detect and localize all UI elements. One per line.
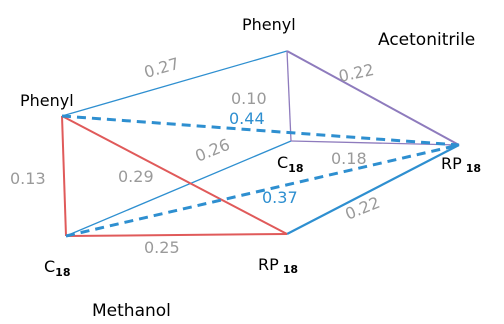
node-label-rp18-methanol-main: RP xyxy=(258,255,279,274)
edge-phenyl-acetonitrile-to-rp18-acetonitrile xyxy=(286,50,460,146)
edge-value-rp18-rp18: 0.22 xyxy=(342,193,382,224)
edge-value-c18-rp18-methanol: 0.25 xyxy=(144,238,180,257)
edge-phenyl-methanol-to-rp18-acetonitrile-dashed xyxy=(61,114,460,147)
edge-value-phenyl-methanol-rp18-acetonitrile: 0.44 xyxy=(229,109,265,128)
edge-c18-methanol-to-rp18-methanol xyxy=(65,233,288,237)
edge-value-phenyl-rp18-acetonitrile: 0.22 xyxy=(337,60,376,86)
node-label-c18-acetonitrile-main: C xyxy=(277,153,288,172)
node-label-phenyl-acetonitrile: Phenyl xyxy=(242,15,296,34)
edge-value-phenyl-c18-methanol: 0.13 xyxy=(10,169,46,188)
node-label-rp18-acetonitrile-sub: 18 xyxy=(466,162,481,175)
group-label-methanol: Methanol xyxy=(92,301,171,321)
node-label-rp18-acetonitrile: RP 18 xyxy=(441,154,481,175)
edge-c18-methanol-to-rp18-acetonitrile-dashed xyxy=(65,143,460,238)
node-label-rp18-acetonitrile-main: RP xyxy=(441,154,462,173)
node-label-c18-acetonitrile: C18 xyxy=(277,153,303,175)
edge-rp18-methanol-to-rp18-acetonitrile xyxy=(286,144,460,235)
node-label-c18-methanol-sub: 18 xyxy=(55,266,70,279)
node-label-c18-methanol-main: C xyxy=(44,257,55,276)
edge-phenyl-methanol-to-phenyl-acetonitrile xyxy=(61,50,288,117)
edge-value-c18-rp18-acetonitrile: 0.18 xyxy=(331,149,367,168)
node-label-phenyl-methanol: Phenyl xyxy=(20,91,74,110)
edge-value-c18-methanol-rp18-acetonitrile: 0.37 xyxy=(262,188,298,207)
edge-c18-acetonitrile-to-rp18-acetonitrile xyxy=(290,140,460,146)
edge-phenyl-acetonitrile-to-c18-acetonitrile xyxy=(286,50,292,142)
node-label-c18-methanol: C18 xyxy=(44,257,70,279)
edge-value-phenyl-rp18-methanol: 0.29 xyxy=(118,167,154,186)
edge-c18-methanol-to-c18-acetonitrile xyxy=(65,140,292,237)
node-label-rp18-methanol: RP 18 xyxy=(258,255,298,276)
edge-phenyl-methanol-to-c18-methanol xyxy=(61,115,67,237)
group-label-acetonitrile: Acetonitrile xyxy=(378,30,475,50)
edge-value-phenyl-c18-acetonitrile: 0.10 xyxy=(231,89,267,108)
node-label-c18-acetonitrile-sub: 18 xyxy=(288,162,303,175)
edge-value-phenyl-phenyl: 0.27 xyxy=(142,54,181,82)
edge-value-c18-c18: 0.26 xyxy=(192,135,232,166)
edge-phenyl-methanol-to-rp18-methanol xyxy=(61,115,288,235)
node-label-rp18-methanol-sub: 18 xyxy=(283,263,298,276)
